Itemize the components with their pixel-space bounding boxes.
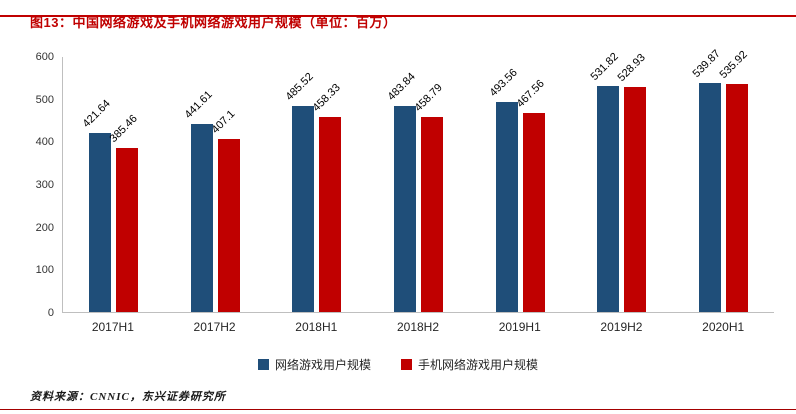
data-label: 407.1 bbox=[209, 108, 238, 136]
bar-group: 483.84 458.79 bbox=[368, 57, 470, 312]
y-tick-label: 400 bbox=[35, 136, 54, 149]
bar-group: 531.82 528.93 bbox=[571, 51, 673, 312]
x-axis-label: 2018H1 bbox=[295, 320, 338, 334]
data-label: 531.82 bbox=[588, 50, 621, 83]
y-axis: 0 100 200 300 400 500 600 bbox=[12, 51, 62, 319]
x-axis-label: 2020H1 bbox=[702, 320, 745, 334]
bar-group: 421.64 385.46 bbox=[63, 57, 165, 312]
x-axis-label: 2017H1 bbox=[91, 320, 134, 334]
bar-mobile-games: 528.93 bbox=[616, 52, 648, 312]
bar-group: 485.52 458.33 bbox=[266, 57, 368, 312]
chart-title: 图13：中国网络游戏及手机网络游戏用户规模（单位：百万） bbox=[30, 15, 397, 30]
x-axis-label: 2019H1 bbox=[498, 320, 541, 334]
bar-online-games: 539.87 bbox=[690, 47, 723, 312]
bar-online-games: 483.84 bbox=[386, 71, 418, 312]
x-axis-label: 2017H2 bbox=[193, 320, 236, 334]
legend-label: 网络游戏用户规模 bbox=[274, 358, 371, 372]
y-tick-label: 200 bbox=[35, 221, 54, 234]
source-note: 资料来源：CNNIC，东兴证券研究所 bbox=[30, 391, 226, 403]
bar-group: 493.56 467.56 bbox=[469, 57, 571, 312]
legend-item: 手机网络游戏用户规模 bbox=[401, 356, 538, 373]
y-tick-label: 600 bbox=[35, 51, 54, 63]
y-tick-label: 100 bbox=[35, 264, 54, 277]
bar-online-games: 493.56 bbox=[487, 67, 519, 312]
bar-mobile-games: 467.56 bbox=[514, 78, 546, 312]
bar-online-games: 441.61 bbox=[182, 89, 215, 312]
legend-swatch bbox=[257, 359, 269, 370]
y-tick-label: 500 bbox=[35, 93, 54, 106]
x-axis-label: 2018H2 bbox=[396, 320, 440, 334]
legend-label: 手机网络游戏用户规模 bbox=[418, 358, 539, 372]
bar-online-games: 421.64 bbox=[81, 98, 113, 312]
top-accent-line bbox=[0, 15, 796, 17]
y-tick-label: 300 bbox=[35, 179, 54, 191]
data-label: 458.79 bbox=[412, 81, 445, 115]
x-axis-label: 2019H2 bbox=[600, 320, 643, 334]
plot-area: 421.64 385.46 441.61 407.1 485.52 458.33 483.8… bbox=[62, 47, 774, 313]
bottom-accent-line bbox=[0, 409, 796, 410]
y-tick-label: 0 bbox=[47, 307, 54, 319]
data-label: 441.61 bbox=[182, 89, 215, 122]
data-label: 485.52 bbox=[283, 70, 317, 103]
x-axis-labels: 2017H1 2017H2 2018H1 2018H2 2019H1 2019H2 2020… bbox=[62, 320, 774, 334]
bar-mobile-games: 385.46 bbox=[108, 113, 140, 312]
legend: 网络游戏用户规模 手机网络游戏用户规模 bbox=[0, 356, 796, 373]
bar-group: 441.61 407.1 bbox=[165, 57, 267, 312]
bar-online-games: 485.52 bbox=[284, 70, 316, 312]
plot-groups: 421.64 385.46 441.61 407.1 485.52 458.33 483.8… bbox=[63, 47, 774, 312]
bar-mobile-games: 458.33 bbox=[311, 82, 343, 312]
data-label: 528.93 bbox=[615, 51, 648, 85]
legend-item: 网络游戏用户规模 bbox=[257, 356, 371, 373]
bar-mobile-games: 458.79 bbox=[413, 82, 445, 312]
bar-mobile-games: 535.92 bbox=[717, 49, 750, 312]
bar-chart: 0 100 200 300 400 500 600 421.64 385.46 441.61 40… bbox=[12, 47, 774, 334]
data-label: 458.33 bbox=[310, 81, 344, 115]
data-label: 385.46 bbox=[107, 112, 141, 146]
data-label: 539.87 bbox=[690, 47, 723, 80]
legend-swatch bbox=[401, 359, 412, 370]
bar-online-games: 531.82 bbox=[589, 51, 621, 312]
data-label: 493.56 bbox=[487, 66, 520, 100]
bar-mobile-games: 407.1 bbox=[209, 108, 240, 312]
data-label: 467.56 bbox=[514, 78, 547, 111]
data-label: 421.64 bbox=[80, 97, 114, 130]
data-label: 483.84 bbox=[385, 71, 418, 104]
data-label: 535.92 bbox=[717, 48, 750, 82]
bar-group: 539.87 535.92 bbox=[672, 47, 774, 312]
